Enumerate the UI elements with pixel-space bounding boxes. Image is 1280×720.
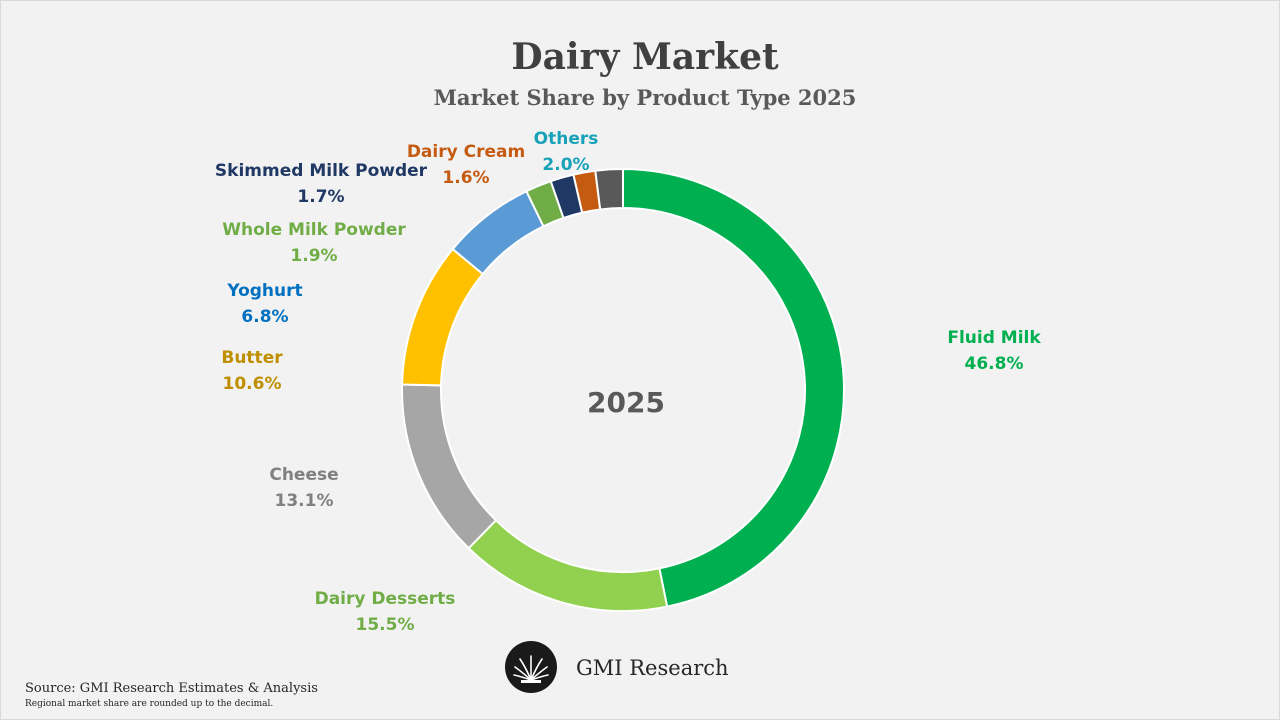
center-label: 2025 <box>587 386 665 419</box>
chart-title: Dairy Market <box>511 36 779 78</box>
slice-value-whole-milk-powder: 1.9% <box>290 246 337 266</box>
slice-label-others: Others <box>534 129 599 149</box>
source-note: Source: GMI Research Estimates & Analysi… <box>25 681 318 696</box>
slice-label-butter: Butter <box>221 348 283 368</box>
slice-dairy-desserts <box>467 518 669 612</box>
slice-fluid-milk <box>622 167 845 608</box>
slice-value-dairy-desserts: 15.5% <box>356 615 415 635</box>
slice-label-cheese: Cheese <box>269 465 338 485</box>
slice-butter <box>401 247 485 387</box>
slice-value-cheese: 13.1% <box>275 491 334 511</box>
slice-others <box>594 167 624 211</box>
slice-value-butter: 10.6% <box>223 374 282 394</box>
slice-value-yoghurt: 6.8% <box>241 307 288 327</box>
slice-label-whole-milk-powder: Whole Milk Powder <box>222 220 406 240</box>
slice-label-dairy-desserts: Dairy Desserts <box>315 589 456 609</box>
slice-label-fluid-milk: Fluid Milk <box>947 328 1041 348</box>
slice-value-fluid-milk: 46.8% <box>965 354 1024 374</box>
slice-cheese <box>401 383 498 550</box>
slice-label-dairy-cream: Dairy Cream <box>407 142 525 162</box>
slice-value-dairy-cream: 1.6% <box>442 168 489 188</box>
logo-text: GMI Research <box>576 656 729 680</box>
slice-value-skimmed-milk-powder: 1.7% <box>297 187 344 207</box>
slice-value-others: 2.0% <box>542 155 589 175</box>
chart-subtitle: Market Share by Product Type 2025 <box>433 85 857 110</box>
slice-yoghurt <box>451 189 545 276</box>
rounding-note: Regional market share are rounded up to … <box>25 699 274 709</box>
gmi-logo-icon <box>505 641 557 693</box>
slice-label-skimmed-milk-powder: Skimmed Milk Powder <box>215 161 428 181</box>
slice-label-yoghurt: Yoghurt <box>226 281 302 301</box>
